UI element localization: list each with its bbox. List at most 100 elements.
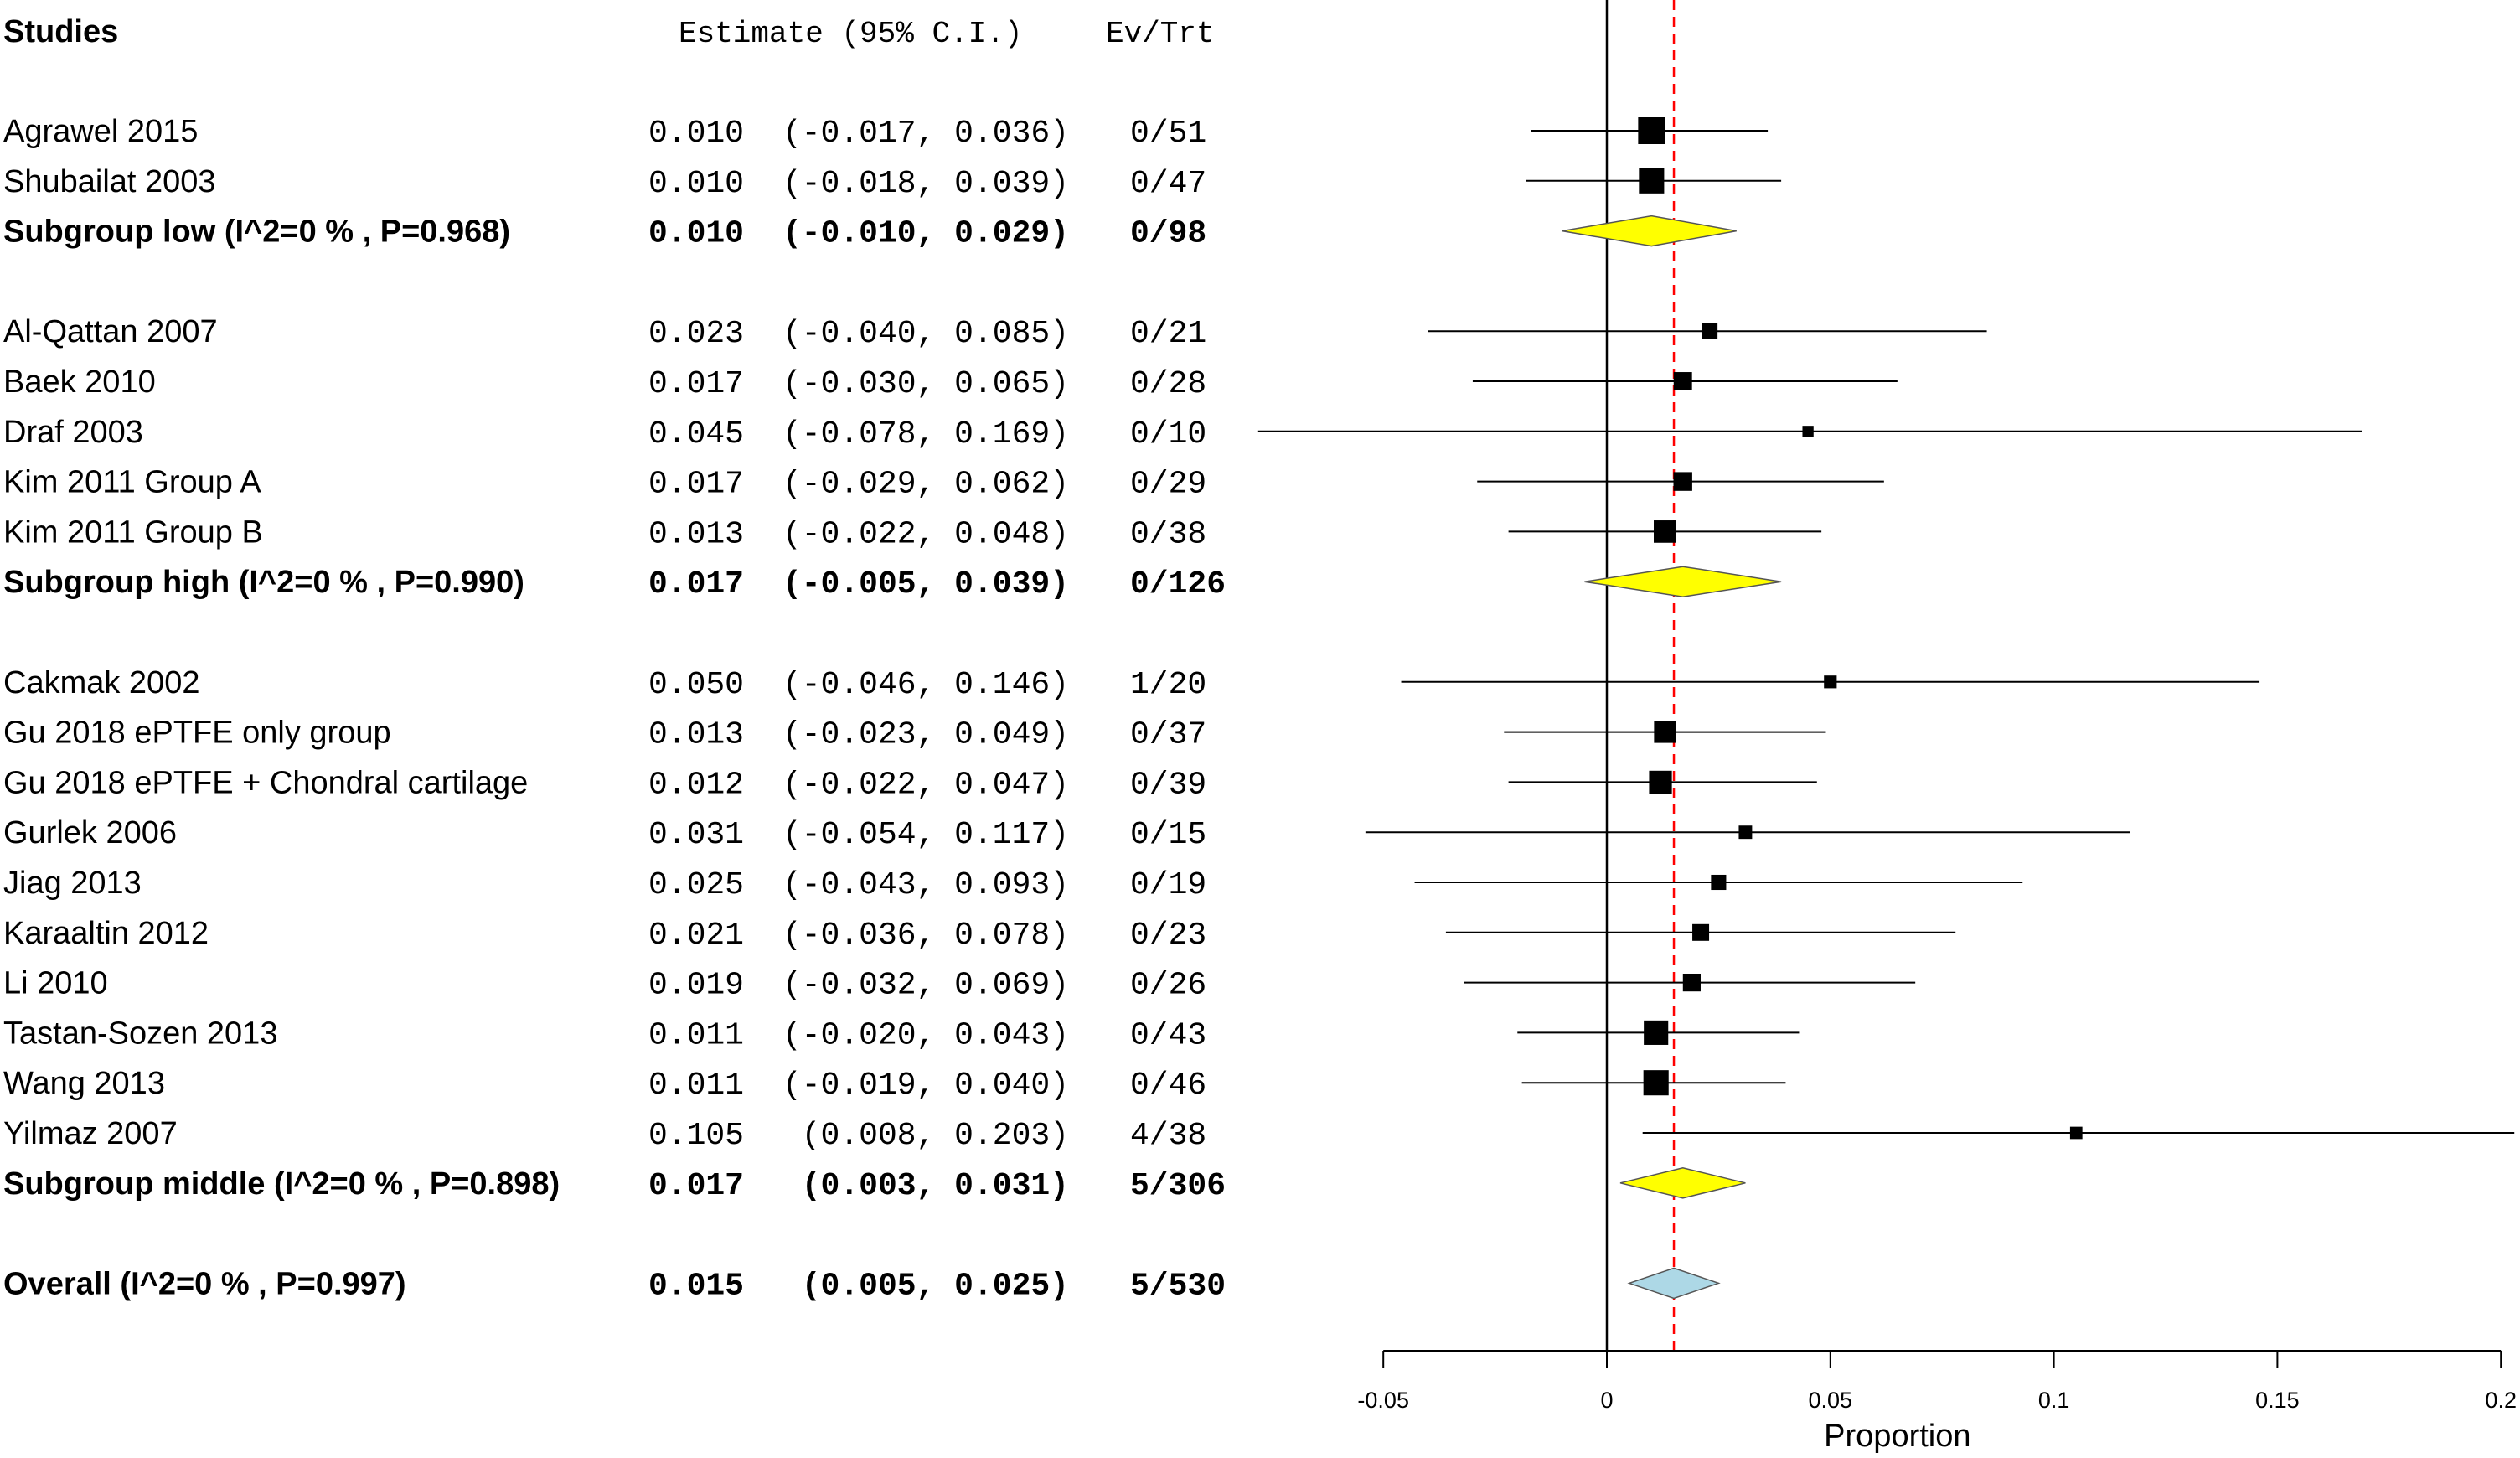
- study-point: [1638, 117, 1665, 144]
- row-estimate: 0.011: [648, 1017, 744, 1053]
- row-events: 1/20: [1130, 667, 1206, 703]
- row-label: Shubailat 2003: [3, 164, 216, 199]
- row-estimate: 0.013: [648, 516, 744, 552]
- row-ci: (-0.017, 0.036): [782, 116, 1069, 152]
- row-estimate: 0.017: [648, 366, 744, 402]
- row-estimate: 0.019: [648, 968, 744, 1004]
- row-events: 0/29: [1130, 467, 1206, 503]
- study-point: [1673, 472, 1692, 491]
- row-label: Subgroup low (I^2=0 % , P=0.968): [3, 215, 510, 250]
- subgroup-diamond: [1584, 566, 1782, 597]
- row-label: Li 2010: [3, 966, 108, 1001]
- row-estimate: 0.012: [648, 767, 744, 803]
- row-label: Kim 2011 Group A: [3, 465, 261, 500]
- row-estimate: 0.045: [648, 416, 744, 452]
- row-estimate: 0.011: [648, 1068, 744, 1104]
- row-label: Gurlek 2006: [3, 815, 177, 850]
- row-estimate: 0.010: [648, 116, 744, 152]
- row-label: Karaaltin 2012: [3, 916, 209, 951]
- study-point: [1643, 1070, 1669, 1096]
- row-ci: (-0.046, 0.146): [782, 667, 1069, 703]
- plot-area: -0.05 0 0.05 0.1 0.15 0.2 Proportion: [1257, 0, 2517, 1454]
- x-tick-label: 0.1: [2038, 1388, 2070, 1413]
- row-ci: (-0.078, 0.169): [782, 416, 1069, 452]
- row-events: 0/26: [1130, 968, 1206, 1004]
- row-events: 0/28: [1130, 366, 1206, 402]
- plot-marks: [1257, 117, 2515, 1300]
- row-events: 0/51: [1130, 116, 1206, 152]
- row-events: 0/47: [1130, 166, 1206, 202]
- row-label: Baek 2010: [3, 364, 156, 400]
- row-ci: (-0.020, 0.043): [782, 1017, 1069, 1053]
- x-axis: -0.05 0 0.05 0.1 0.15 0.2 Proportion: [1357, 1350, 2517, 1454]
- row-ci: (-0.023, 0.049): [782, 717, 1069, 753]
- study-point: [1649, 770, 1672, 794]
- header-estimate: Estimate (95% C.I.): [679, 17, 1022, 51]
- study-point: [1824, 675, 1837, 689]
- row-estimate: 0.017: [648, 467, 744, 503]
- row-ci: (-0.022, 0.048): [782, 516, 1069, 552]
- x-tick-label: 0.05: [1809, 1388, 1853, 1413]
- row-estimate: 0.023: [648, 316, 744, 352]
- study-point: [1673, 372, 1692, 390]
- header-studies: Studies: [3, 14, 118, 49]
- row-estimate: 0.105: [648, 1118, 744, 1154]
- study-point: [1802, 426, 1814, 437]
- row-label: Subgroup high (I^2=0 % , P=0.990): [3, 565, 524, 600]
- row-label: Jiag 2013: [3, 866, 142, 901]
- row-label: Overall (I^2=0 % , P=0.997): [3, 1266, 406, 1301]
- row-ci: (-0.029, 0.062): [782, 467, 1069, 503]
- row-label: Agrawel 2015: [3, 114, 198, 149]
- row-estimate: 0.013: [648, 717, 744, 753]
- row-label: Gu 2018 ePTFE only group: [3, 716, 391, 751]
- row-estimate: 0.010: [648, 216, 744, 252]
- column-headers: Studies Estimate (95% C.I.) Ev/Trt: [3, 14, 1215, 51]
- row-label: Al-Qattan 2007: [3, 314, 218, 349]
- row-ci: (-0.043, 0.093): [782, 867, 1069, 903]
- x-tick-label: 0: [1600, 1388, 1613, 1413]
- study-point: [1692, 923, 1710, 941]
- header-ev-trt: Ev/Trt: [1106, 17, 1215, 51]
- row-events: 0/37: [1130, 717, 1206, 753]
- row-label: Subgroup middle (I^2=0 % , P=0.898): [3, 1166, 560, 1202]
- row-label: Cakmak 2002: [3, 665, 199, 701]
- study-point: [1639, 168, 1665, 194]
- row-events: 0/21: [1130, 316, 1206, 352]
- row-ci: (-0.040, 0.085): [782, 316, 1069, 352]
- row-ci: (0.003, 0.031): [802, 1168, 1069, 1204]
- study-point: [2069, 1126, 2083, 1140]
- overall-diamond: [1627, 1267, 1721, 1300]
- row-events: 0/39: [1130, 767, 1206, 803]
- row-estimate: 0.031: [648, 817, 744, 853]
- row-ci: (-0.019, 0.040): [782, 1068, 1069, 1104]
- row-events: 0/98: [1130, 216, 1206, 252]
- row-events: 0/126: [1130, 566, 1226, 602]
- study-point: [1682, 974, 1701, 992]
- study-point: [1738, 825, 1753, 840]
- row-events: 5/530: [1130, 1268, 1226, 1304]
- row-events: 0/38: [1130, 516, 1206, 552]
- row-estimate: 0.015: [648, 1268, 744, 1304]
- row-estimate: 0.017: [648, 566, 744, 602]
- row-estimate: 0.010: [648, 166, 744, 202]
- row-events: 4/38: [1130, 1118, 1206, 1154]
- study-point: [1702, 323, 1718, 339]
- row-estimate: 0.050: [648, 667, 744, 703]
- row-ci: (-0.022, 0.047): [782, 767, 1069, 803]
- study-point: [1654, 520, 1676, 543]
- x-tick-label: 0.15: [2255, 1388, 2300, 1413]
- study-point: [1644, 1020, 1669, 1045]
- row-label: Wang 2013: [3, 1066, 165, 1101]
- row-events: 5/306: [1130, 1168, 1226, 1204]
- row-label: Draf 2003: [3, 415, 143, 450]
- row-label: Yilmaz 2007: [3, 1116, 178, 1151]
- subgroup-diamond: [1562, 215, 1737, 247]
- row-estimate: 0.025: [648, 867, 744, 903]
- row-ci: (0.005, 0.025): [802, 1268, 1069, 1304]
- row-ci: (-0.010, 0.029): [782, 216, 1069, 252]
- row-ci: (-0.005, 0.039): [782, 566, 1069, 602]
- x-axis-label: Proportion: [1824, 1419, 1970, 1454]
- row-ci: (-0.054, 0.117): [782, 817, 1069, 853]
- row-label: Gu 2018 ePTFE + Chondral cartilage: [3, 765, 528, 800]
- row-events: 0/10: [1130, 416, 1206, 452]
